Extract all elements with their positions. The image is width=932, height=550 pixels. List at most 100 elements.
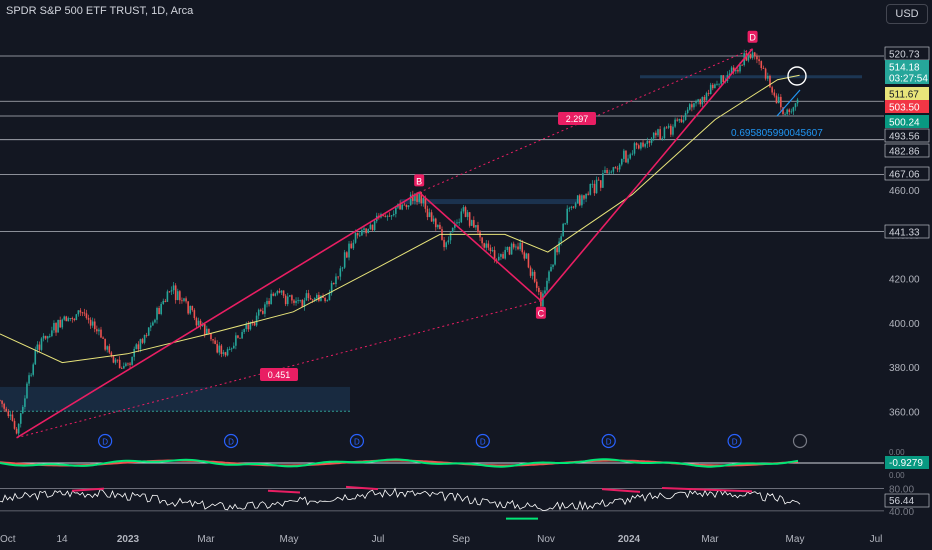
candle-body bbox=[38, 344, 41, 350]
candle-body bbox=[303, 300, 306, 308]
candle-body bbox=[578, 195, 581, 206]
candle-body bbox=[262, 310, 264, 314]
candle-body bbox=[766, 75, 769, 79]
candle-body bbox=[629, 154, 632, 159]
candle-body bbox=[388, 215, 391, 217]
candle-body bbox=[352, 242, 355, 249]
chart-title: SPDR S&P 500 ETF TRUST, 1D, Arca bbox=[6, 5, 194, 17]
candle-body bbox=[59, 319, 61, 328]
candle-body bbox=[274, 293, 277, 296]
candle-body bbox=[481, 237, 483, 244]
candle-body bbox=[460, 211, 463, 223]
candle-body bbox=[608, 172, 610, 174]
candle-body bbox=[42, 335, 45, 339]
candle-body bbox=[7, 411, 10, 417]
candle-body bbox=[297, 300, 299, 301]
price-label: 467.06 bbox=[889, 170, 920, 181]
candle-body bbox=[326, 300, 329, 302]
candle-body bbox=[116, 359, 119, 361]
price-label: 520.73 bbox=[889, 50, 920, 61]
candle-body bbox=[280, 290, 283, 293]
candle-body bbox=[255, 315, 258, 326]
price-label: 503.50 bbox=[889, 103, 920, 114]
currency-button[interactable]: USD bbox=[886, 4, 928, 24]
candle-body bbox=[232, 345, 235, 349]
candle-body bbox=[343, 252, 346, 268]
candle-body bbox=[747, 53, 750, 61]
candle-body bbox=[395, 207, 397, 214]
candle-body bbox=[193, 310, 196, 319]
dividend-marker-label: D bbox=[102, 438, 108, 447]
trend-annotation bbox=[776, 89, 801, 117]
pattern-point-label: B bbox=[416, 176, 422, 186]
pattern-point-label: D bbox=[749, 33, 756, 43]
candle-body bbox=[63, 316, 66, 320]
candle-body bbox=[762, 68, 765, 69]
candle-body bbox=[361, 229, 363, 236]
candle-body bbox=[554, 247, 556, 265]
candle-body bbox=[663, 127, 666, 139]
candle-body bbox=[756, 56, 758, 60]
price-label-box bbox=[885, 60, 929, 84]
candle-body bbox=[237, 335, 239, 338]
candle-body bbox=[531, 271, 534, 276]
candle-body bbox=[788, 109, 791, 112]
candle-body bbox=[93, 321, 96, 330]
candle-body bbox=[81, 312, 84, 314]
candle-body bbox=[741, 64, 743, 66]
candle-body bbox=[422, 197, 425, 204]
candle-body bbox=[538, 287, 540, 293]
candle-body bbox=[775, 95, 778, 104]
candle-body bbox=[369, 224, 372, 229]
candle-body bbox=[371, 224, 374, 231]
candle-body bbox=[657, 129, 659, 136]
candle-body bbox=[527, 253, 530, 268]
candle-body bbox=[540, 292, 542, 307]
candle-body bbox=[114, 359, 117, 363]
candle-body bbox=[751, 52, 754, 59]
candle-body bbox=[17, 423, 20, 434]
candle-body bbox=[98, 329, 100, 332]
candle-body bbox=[235, 335, 237, 346]
candle-body bbox=[3, 403, 5, 409]
candle-body bbox=[247, 324, 250, 330]
candle-body bbox=[583, 195, 585, 199]
candle-body bbox=[497, 256, 500, 261]
candle-body bbox=[106, 346, 109, 350]
dividend-marker bbox=[727, 433, 742, 449]
candle-body bbox=[129, 363, 131, 365]
rsi-tick-label: 40.00 bbox=[889, 507, 914, 518]
candle-body bbox=[127, 363, 129, 365]
candle-body bbox=[642, 142, 644, 147]
candle-body bbox=[284, 295, 287, 305]
candle-body bbox=[418, 192, 420, 202]
candle-body bbox=[709, 84, 712, 95]
candle-body bbox=[57, 319, 59, 333]
candle-body bbox=[322, 295, 324, 298]
candle-body bbox=[218, 345, 221, 353]
candle-body bbox=[162, 300, 165, 304]
candle-body bbox=[576, 195, 579, 204]
candle-body bbox=[253, 322, 256, 326]
candle-body bbox=[197, 320, 200, 326]
candle-body bbox=[587, 193, 589, 195]
indicator1-tick-label: 0.00 bbox=[889, 448, 905, 457]
rsi-divergence-line bbox=[601, 488, 641, 493]
price-label: 482.86 bbox=[889, 147, 920, 158]
candle-body bbox=[174, 285, 177, 301]
candle-body bbox=[214, 340, 216, 344]
candle-body bbox=[504, 250, 506, 259]
earnings-icon bbox=[792, 433, 808, 449]
candle-body bbox=[286, 296, 289, 305]
candle-body bbox=[416, 193, 418, 202]
price-label-box bbox=[885, 100, 929, 113]
candle-body bbox=[445, 242, 448, 248]
candle-body bbox=[640, 142, 642, 149]
candle-body bbox=[412, 194, 414, 201]
ratio-badge bbox=[260, 368, 298, 381]
dividend-marker bbox=[601, 433, 616, 449]
candle-body bbox=[661, 138, 664, 140]
candle-body bbox=[464, 207, 467, 217]
candle-body bbox=[403, 204, 406, 206]
candle-body bbox=[30, 374, 32, 376]
